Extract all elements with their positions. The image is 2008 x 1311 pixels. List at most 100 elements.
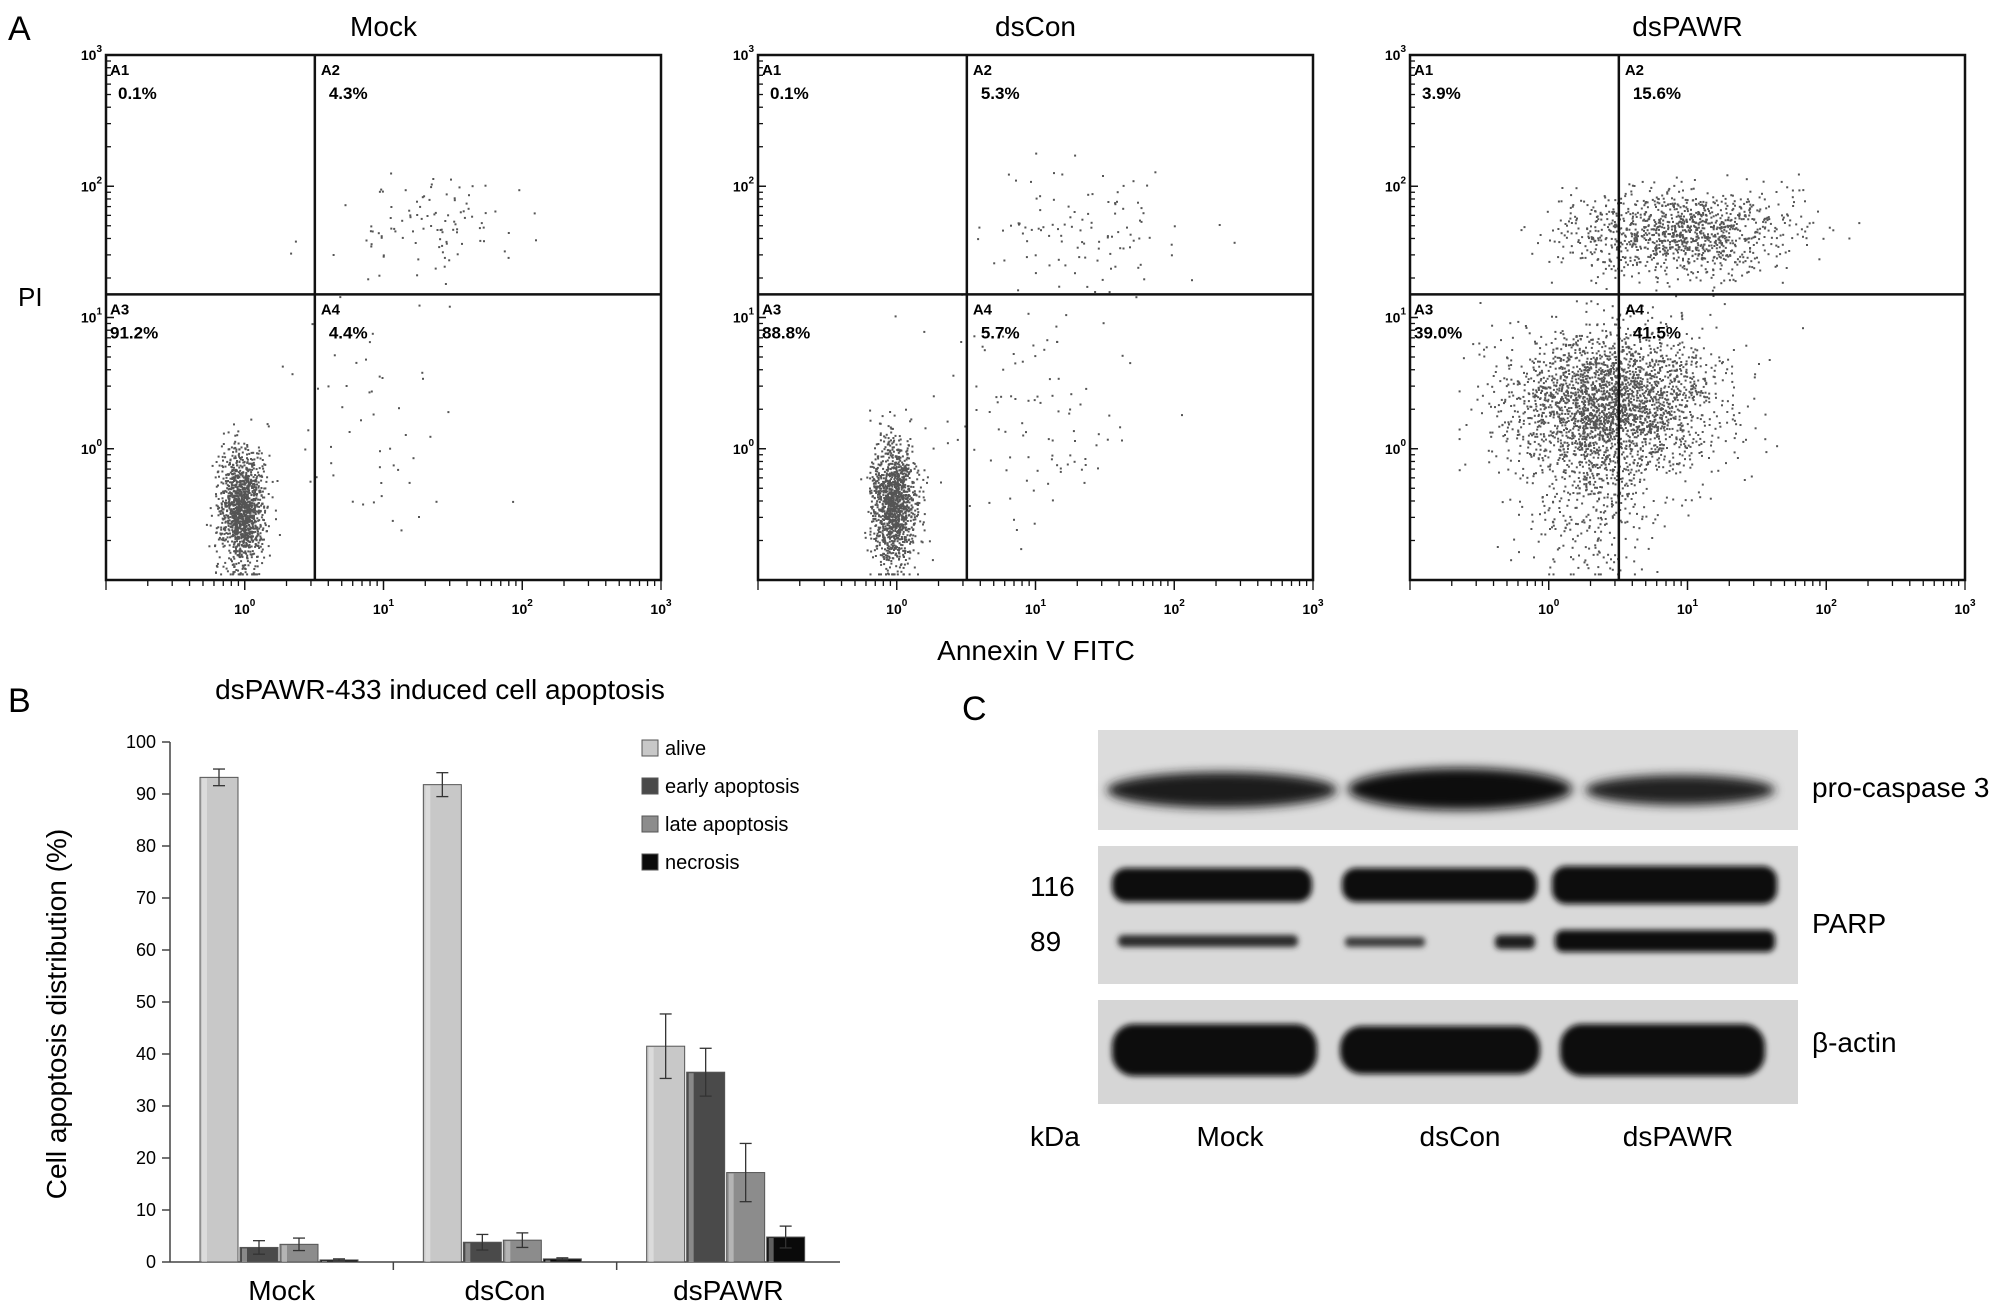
- flow-dot: [256, 555, 258, 558]
- flow-dot: [1574, 357, 1577, 360]
- flow-dot: [1072, 430, 1075, 433]
- flow-dot: [1683, 443, 1686, 445]
- flow-dot: [901, 486, 904, 488]
- flow-dot: [1137, 266, 1140, 269]
- flow-dot: [1680, 410, 1683, 413]
- flow-dot: [903, 541, 906, 544]
- flow-dot: [1644, 232, 1647, 235]
- flow-dot: [1674, 224, 1676, 227]
- flow-dot: [1573, 450, 1576, 452]
- flow-dot: [906, 470, 909, 473]
- flow-dot: [1759, 208, 1762, 211]
- flow-dot: [253, 568, 256, 570]
- y-tick-label: 101: [733, 307, 755, 326]
- flow-dot: [1574, 540, 1577, 543]
- flow-dot: [249, 479, 252, 482]
- flow-dot: [1571, 375, 1574, 378]
- flow-dot: [253, 502, 256, 505]
- flow-dot: [243, 490, 245, 493]
- flow-dot: [1636, 392, 1639, 394]
- flow-dot: [1562, 471, 1565, 473]
- flow-dot: [880, 483, 883, 486]
- flow-dot: [888, 514, 891, 517]
- flow-dot: [1602, 378, 1605, 381]
- flow-dot: [1057, 228, 1059, 231]
- flow-dot: [946, 442, 949, 445]
- flow-dot: [883, 482, 886, 485]
- flow-dot: [901, 544, 904, 547]
- flow-dot: [898, 498, 901, 501]
- flow-dot: [242, 520, 245, 523]
- flow-dot: [240, 512, 243, 515]
- flow-dot: [1108, 414, 1111, 417]
- flow-dot: [910, 418, 913, 421]
- flow-dot: [888, 556, 891, 559]
- flow-dot: [1568, 410, 1571, 413]
- flow-dot: [252, 476, 255, 479]
- flow-dot: [892, 540, 895, 543]
- flow-dot: [264, 522, 267, 525]
- flow-dot: [239, 458, 242, 461]
- flow-dot: [244, 482, 247, 485]
- flow-dot: [1600, 516, 1602, 519]
- flow-dot: [1753, 257, 1756, 260]
- flow-dot: [871, 495, 874, 498]
- flow-dot: [1684, 458, 1686, 461]
- flow-dot: [904, 475, 907, 478]
- flow-dot: [215, 493, 217, 496]
- flow-dot: [1686, 248, 1689, 251]
- flow-dot: [1647, 425, 1650, 427]
- flow-dot: [234, 552, 237, 555]
- flow-dot: [968, 505, 971, 507]
- flow-dot: [874, 480, 877, 483]
- flow-dot: [1010, 224, 1012, 227]
- flow-dot: [890, 498, 893, 501]
- flow-dot: [880, 455, 883, 458]
- flow-dot: [907, 444, 910, 447]
- flow-dot: [1644, 220, 1647, 222]
- flow-dot: [873, 478, 876, 481]
- flow-dot: [1806, 244, 1808, 246]
- flow-dot: [233, 508, 235, 510]
- flow-dot: [471, 185, 474, 188]
- flow-dot: [1603, 413, 1606, 416]
- flow-dot: [1668, 382, 1671, 385]
- flow-dot: [237, 474, 240, 477]
- flow-dot: [1069, 408, 1072, 411]
- flow-dot: [900, 468, 903, 471]
- flow-dot: [1684, 245, 1687, 248]
- flow-dot: [1585, 387, 1588, 390]
- flow-dot: [886, 479, 889, 482]
- flow-dot: [223, 514, 226, 517]
- flow-dot: [344, 204, 347, 207]
- flow-dot: [912, 549, 915, 552]
- flow-dot: [894, 528, 897, 531]
- flow-dot: [236, 488, 239, 491]
- flow-dot: [246, 444, 249, 446]
- flow-dot: [233, 499, 236, 502]
- flow-dot: [235, 502, 238, 505]
- flow-dot: [1563, 460, 1566, 462]
- flow-dot: [872, 517, 875, 520]
- flow-dot: [253, 552, 256, 555]
- flow-dot: [1724, 219, 1727, 222]
- flow-dot: [1625, 385, 1628, 388]
- flow-dot: [1702, 213, 1705, 216]
- flow-dot: [245, 538, 248, 541]
- flow-dot: [236, 550, 239, 553]
- flow-dot: [1667, 421, 1670, 424]
- flow-dot: [888, 519, 891, 522]
- flow-dot: [250, 493, 253, 496]
- flow-dot: [870, 512, 873, 515]
- flow-dot: [1571, 443, 1574, 445]
- flow-dot: [877, 518, 880, 521]
- flow-dot: [1636, 406, 1639, 409]
- flow-dot: [1676, 259, 1678, 262]
- flow-dot: [1612, 413, 1615, 416]
- flow-dot: [1504, 400, 1507, 403]
- flow-dot: [1699, 365, 1702, 368]
- flow-dot: [1510, 405, 1513, 407]
- flow-dot: [873, 532, 876, 535]
- flow-dot: [242, 544, 245, 547]
- flow-dot: [1577, 391, 1580, 394]
